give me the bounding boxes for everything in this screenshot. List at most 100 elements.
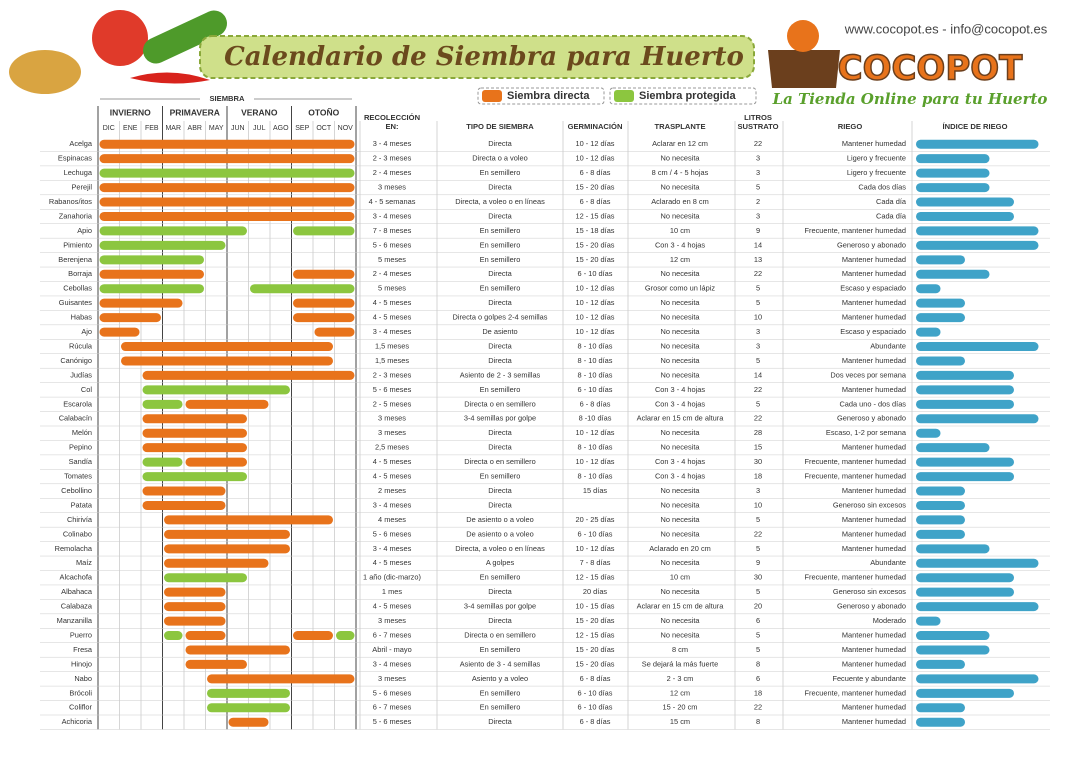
cell-trasplante: Aclarado en 8 cm <box>651 197 709 206</box>
cell-germinacion: 15 - 20 días <box>575 255 614 264</box>
cell-germinacion: 8 - 10 días <box>578 443 613 452</box>
irrigation-bar <box>916 645 990 655</box>
cell-riego: Frecuente, mantener humedad <box>805 472 906 481</box>
cell-trasplante: No necesita <box>660 298 700 307</box>
cell-litros: 6 <box>756 616 760 625</box>
legend-box <box>609 87 757 105</box>
cell-litros: 3 <box>756 168 760 177</box>
sowing-bar <box>99 139 355 149</box>
irrigation-bar <box>916 168 990 178</box>
cucumber-icon <box>142 10 228 64</box>
cell-riego: Generoso y abonado <box>837 602 906 611</box>
legend-swatch <box>614 90 634 102</box>
cell-germinacion: 6 - 8 días <box>580 168 611 177</box>
irrigation-bar <box>916 688 1014 698</box>
cell-germinacion: 6 - 10 días <box>578 269 613 278</box>
crop-name: Tomates <box>64 472 92 481</box>
irrigation-bar <box>916 457 1014 467</box>
cell-trasplante: No necesita <box>660 370 700 379</box>
cell-trasplante: No necesita <box>660 630 700 639</box>
cell-litros: 30 <box>754 573 762 582</box>
cell-germinacion: 6 - 8 días <box>580 717 611 726</box>
sowing-bar <box>164 529 290 539</box>
cell-germinacion: 6 - 10 días <box>578 529 613 538</box>
crop-name: Brócoli <box>69 688 92 697</box>
cell-riego: Mantener humedad <box>842 529 906 538</box>
irrigation-bar <box>916 255 965 265</box>
cell-riego: Generoso y abonado <box>837 240 906 249</box>
cell-recoleccion: 5 - 6 meses <box>373 529 412 538</box>
crop-name: Manzanilla <box>57 616 93 625</box>
cell-litros: 22 <box>754 269 762 278</box>
cell-trasplante: 10 cm <box>670 226 690 235</box>
cell-litros: 28 <box>754 428 762 437</box>
crop-name: Achicoria <box>62 717 93 726</box>
sowing-bar <box>185 645 290 655</box>
cell-germinacion: 15 - 20 días <box>575 183 614 192</box>
irrigation-bar <box>916 356 965 366</box>
cell-tipo: En semillero <box>480 645 521 654</box>
cell-litros: 5 <box>756 298 760 307</box>
cell-trasplante: Se dejará la más fuerte <box>642 659 718 668</box>
cell-litros: 3 <box>756 154 760 163</box>
irrigation-bar <box>916 399 1014 409</box>
cell-trasplante: No necesita <box>660 587 700 596</box>
cell-riego: Mantener humedad <box>842 703 906 712</box>
month-label: ABR <box>188 125 202 132</box>
cell-litros: 5 <box>756 515 760 524</box>
cell-tipo: En semillero <box>480 240 521 249</box>
cell-recoleccion: 2 - 3 meses <box>373 370 412 379</box>
cell-riego: Frecuente, mantener humedad <box>805 688 906 697</box>
sowing-bar <box>99 168 355 178</box>
crop-name: Zanahoria <box>59 211 93 220</box>
irrigation-bar <box>916 573 1014 583</box>
irrigation-bar <box>916 342 1039 352</box>
cell-tipo: Directa o en semillero <box>464 457 535 466</box>
cell-germinacion: 6 - 10 días <box>578 385 613 394</box>
cell-riego: Cada uno - dos días <box>839 399 906 408</box>
cell-recoleccion: 3 - 4 meses <box>373 659 412 668</box>
cell-tipo: En semillero <box>480 472 521 481</box>
cell-litros: 2 <box>756 197 760 206</box>
potato-icon <box>9 50 81 94</box>
cell-tipo: Asiento y a voleo <box>472 674 528 683</box>
cell-trasplante: Con 3 - 4 hojas <box>655 472 705 481</box>
irrigation-bar <box>916 674 1039 684</box>
crop-name: Habas <box>71 313 93 322</box>
irrigation-bar <box>916 616 941 626</box>
crop-name: Lechuga <box>64 168 93 177</box>
crop-name: Coliflor <box>69 703 93 712</box>
cell-trasplante: No necesita <box>660 211 700 220</box>
cell-germinacion: 7 - 8 días <box>580 558 611 567</box>
cell-riego: Mantener humedad <box>842 717 906 726</box>
column-header: TIPO DE SIEMBRA <box>466 122 534 131</box>
cell-tipo: Asiento de 3 - 4 semillas <box>460 659 541 668</box>
irrigation-bar <box>916 313 965 323</box>
sowing-bar <box>99 183 355 193</box>
season-label: INVIERNO <box>110 107 151 117</box>
cell-riego: Cada día <box>876 197 907 206</box>
cell-recoleccion: 3 meses <box>378 616 406 625</box>
crop-name: Alcachofa <box>60 573 93 582</box>
cell-trasplante: 15 cm <box>670 717 690 726</box>
season-label: VERANO <box>241 107 278 117</box>
column-header: EN: <box>385 122 398 131</box>
sowing-bar <box>121 356 333 366</box>
cell-germinacion: 15 - 20 días <box>575 240 614 249</box>
cell-litros: 22 <box>754 139 762 148</box>
cell-germinacion: 8 - 10 días <box>578 370 613 379</box>
crop-name: Albahaca <box>61 587 93 596</box>
irrigation-bar <box>916 544 990 554</box>
cell-litros: 8 <box>756 659 760 668</box>
brand: COCOPOT <box>838 49 1024 89</box>
legend-label: Siembra protegida <box>639 90 736 102</box>
crop-name: Melón <box>72 428 92 437</box>
cell-germinacion: 15 días <box>583 486 608 495</box>
cell-germinacion: 15 - 18 días <box>575 226 614 235</box>
cell-tipo: Directa <box>488 183 512 192</box>
month-label: OCT <box>316 125 332 132</box>
cell-tipo: De asiento o a voleo <box>466 515 533 524</box>
irrigation-bar <box>916 486 965 496</box>
cell-tipo: Directa <box>488 428 512 437</box>
column-header: ÍNDICE DE RIEGO <box>943 122 1008 131</box>
